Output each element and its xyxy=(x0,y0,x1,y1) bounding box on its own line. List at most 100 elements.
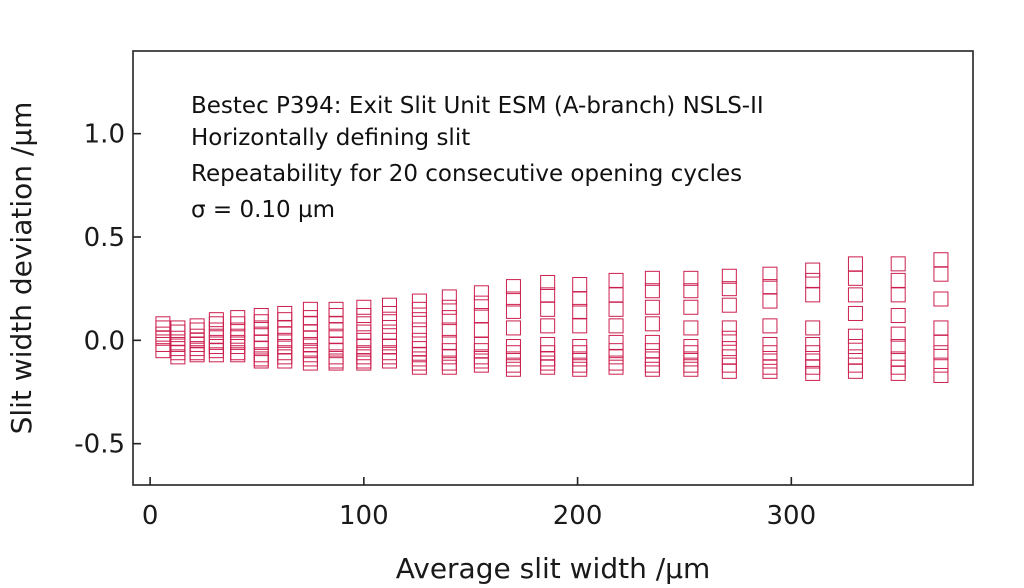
data-point-marker xyxy=(208,347,224,363)
data-point-marker xyxy=(644,343,660,359)
data-point-marker xyxy=(328,301,344,317)
data-point-marker xyxy=(441,343,457,359)
data-point-marker xyxy=(572,277,588,293)
data-point-marker xyxy=(473,353,489,369)
data-point-marker xyxy=(302,355,318,371)
x-tick-label: 300 xyxy=(767,501,817,531)
data-point-marker xyxy=(572,318,588,334)
data-point-marker xyxy=(540,359,556,375)
data-point-marker xyxy=(230,316,246,332)
data-point-marker xyxy=(644,299,660,315)
data-point-marker xyxy=(277,312,293,328)
data-point-marker xyxy=(762,318,778,334)
data-point-marker xyxy=(608,343,624,359)
data-point-marker xyxy=(302,351,318,367)
data-point-marker xyxy=(208,316,224,332)
data-point-marker xyxy=(721,341,737,357)
y-tick-label: 1.0 xyxy=(84,120,125,150)
data-point-marker xyxy=(155,316,171,332)
data-point-marker xyxy=(608,349,624,365)
data-point-marker xyxy=(933,291,949,307)
data-point-marker xyxy=(230,347,246,363)
data-point-marker xyxy=(381,339,397,355)
x-axis-title: Average slit width /µm xyxy=(396,552,711,585)
data-point-marker xyxy=(847,328,863,344)
data-point-marker xyxy=(805,365,821,381)
data-point-marker xyxy=(441,289,457,305)
data-point-marker xyxy=(208,312,224,328)
data-point-marker xyxy=(381,305,397,321)
data-point-marker xyxy=(572,361,588,377)
x-tick-label: 200 xyxy=(553,501,603,531)
data-point-marker xyxy=(608,359,624,375)
data-point-marker xyxy=(328,328,344,344)
data-point-marker xyxy=(933,334,949,350)
y-axis-ticks: -0.5 0.0 0.5 1.0 xyxy=(74,120,141,460)
data-point-marker xyxy=(411,301,427,317)
data-point-marker xyxy=(683,270,699,286)
data-point-marker xyxy=(847,357,863,373)
data-point-marker xyxy=(847,305,863,321)
data-point-marker xyxy=(302,347,318,363)
data-point-marker xyxy=(805,262,821,278)
data-point-marker xyxy=(721,349,737,365)
data-point-marker xyxy=(683,361,699,377)
data-point-marker xyxy=(505,279,521,295)
data-point-marker xyxy=(381,353,397,369)
data-point-marker xyxy=(721,297,737,313)
data-point-marker xyxy=(356,316,372,332)
data-point-marker xyxy=(608,272,624,288)
data-point-marker xyxy=(572,291,588,307)
data-point-marker xyxy=(230,328,246,344)
data-point-marker xyxy=(683,299,699,315)
data-point-marker xyxy=(302,301,318,317)
data-point-marker xyxy=(608,355,624,371)
data-point-marker xyxy=(328,322,344,338)
data-point-marker xyxy=(644,316,660,332)
data-point-marker xyxy=(155,343,171,359)
data-point-marker xyxy=(473,343,489,359)
data-point-marker xyxy=(208,343,224,359)
data-point-marker xyxy=(411,351,427,367)
data-point-marker xyxy=(302,316,318,332)
data-point-marker xyxy=(540,336,556,352)
data-point-marker xyxy=(721,357,737,373)
data-point-marker xyxy=(356,324,372,340)
data-point-marker xyxy=(644,351,660,367)
data-point-marker xyxy=(847,339,863,355)
x-tick-label: 0 xyxy=(142,501,159,531)
plot-frame xyxy=(132,50,974,486)
data-point-marker xyxy=(356,299,372,315)
data-point-marker xyxy=(762,363,778,379)
data-point-marker xyxy=(170,345,186,361)
data-point-marker xyxy=(277,320,293,336)
data-point-marker xyxy=(411,332,427,348)
y-tick-label: 0.5 xyxy=(84,223,125,253)
data-point-marker xyxy=(441,355,457,371)
data-point-marker xyxy=(933,252,949,268)
data-point-marker xyxy=(473,357,489,373)
data-point-marker xyxy=(441,349,457,365)
data-point-marker xyxy=(208,328,224,344)
data-point-marker xyxy=(356,355,372,371)
annotation-line-4: σ = 0.10 µm xyxy=(191,197,335,223)
data-point-marker xyxy=(155,336,171,352)
x-axis-ticks: 0 100 200 300 xyxy=(142,477,816,531)
data-point-marker xyxy=(847,270,863,286)
data-point-marker xyxy=(277,305,293,321)
data-point-marker xyxy=(721,268,737,284)
data-point-marker xyxy=(411,322,427,338)
data-point-marker xyxy=(762,336,778,352)
data-point-marker xyxy=(381,324,397,340)
data-point-marker xyxy=(890,326,906,342)
data-point-marker xyxy=(933,266,949,282)
data-point-marker xyxy=(847,363,863,379)
data-point-marker xyxy=(608,287,624,303)
data-point-marker xyxy=(155,320,171,336)
data-point-marker xyxy=(411,341,427,357)
data-point-marker xyxy=(540,345,556,361)
data-point-marker xyxy=(230,339,246,355)
annotation-line-2: Horizontally defining slit xyxy=(191,125,470,151)
data-point-marker xyxy=(473,295,489,311)
